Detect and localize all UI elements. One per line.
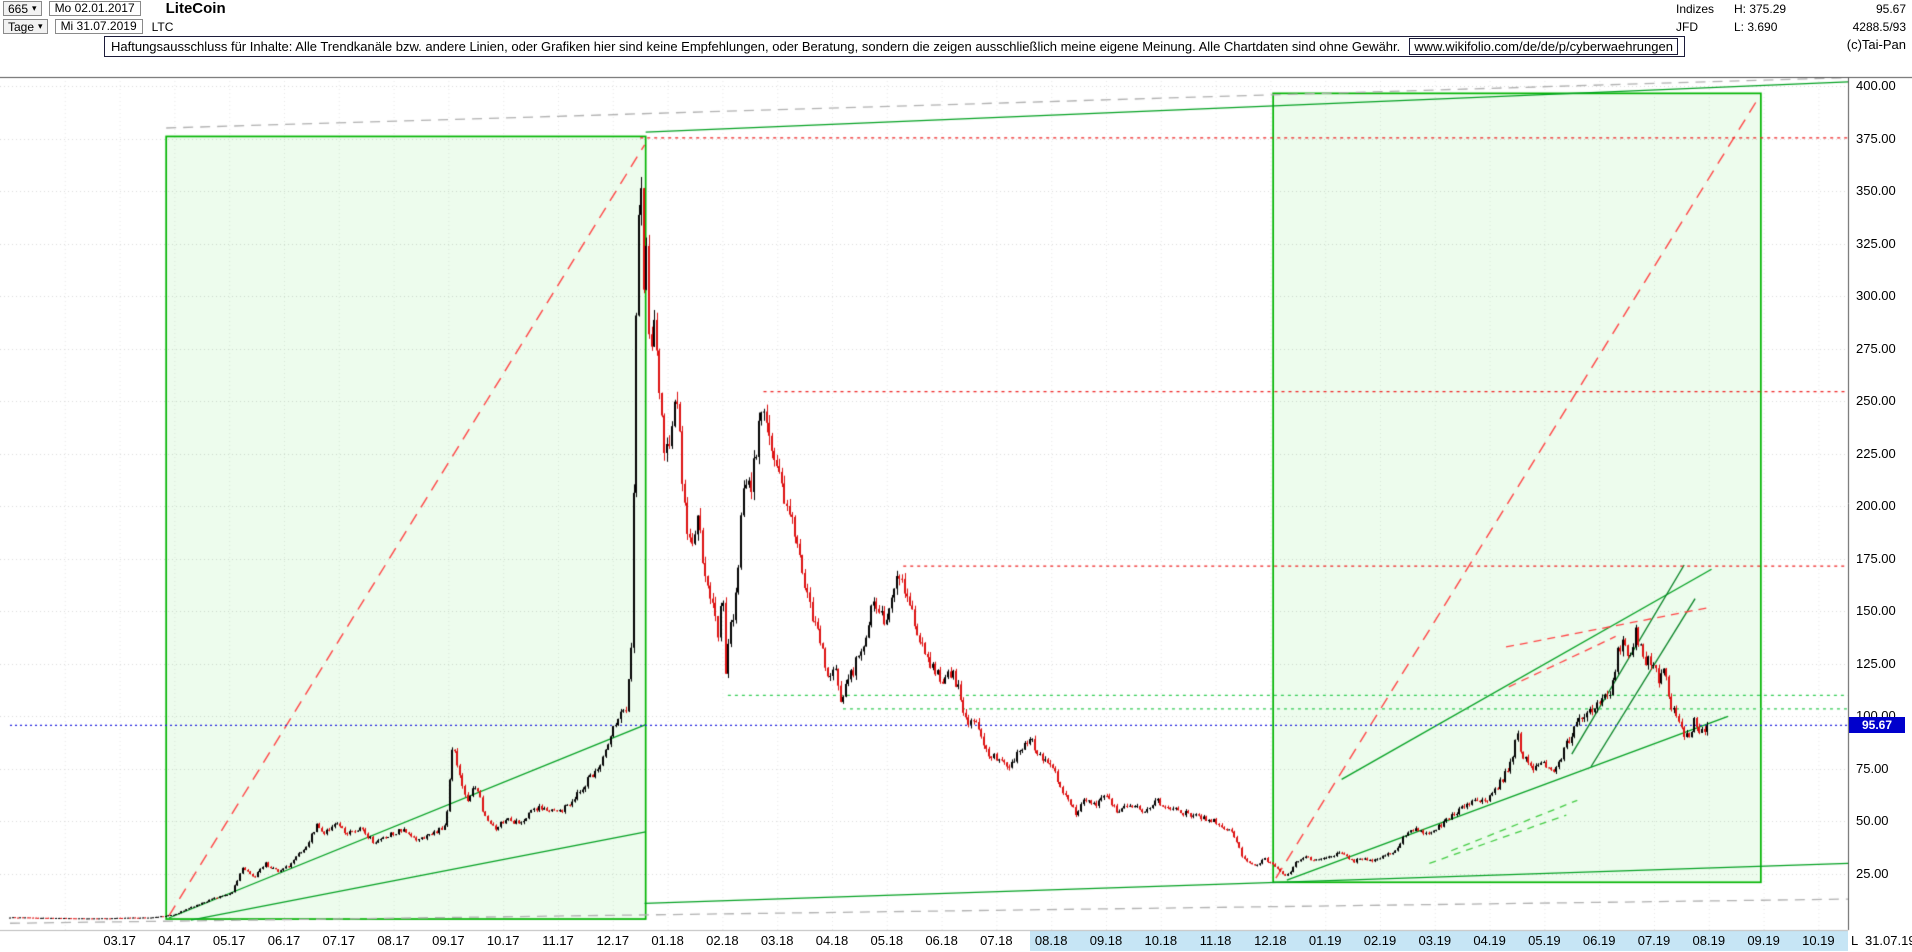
time-tick-label: 09.18 <box>1089 933 1123 948</box>
last-date-label: L 31.07.19 <box>1851 933 1912 948</box>
time-tick-label: 05.18 <box>870 933 904 948</box>
price-tick-label: 75.00 <box>1856 760 1889 776</box>
disclaimer-box: Haftungsausschluss für Inhalte: Alle Tre… <box>104 36 1685 57</box>
price-tick-label: 150.00 <box>1856 603 1896 619</box>
chevron-down-icon: ▾ <box>32 3 37 13</box>
price-tick-label: 400.00 <box>1856 78 1896 93</box>
time-tick-label: 01.18 <box>651 933 684 948</box>
time-tick-label: 11.18 <box>1199 933 1232 948</box>
price-tick-label: 350.00 <box>1856 183 1896 199</box>
instrument-name: LiteCoin <box>165 0 226 17</box>
price-tick-label: 250.00 <box>1856 393 1896 409</box>
price-tick-label: 50.00 <box>1856 813 1889 829</box>
candlestick-chart-canvas[interactable] <box>0 60 1912 952</box>
time-tick-label: 09.17 <box>432 933 465 948</box>
price-tick-label: 300.00 <box>1856 288 1896 304</box>
time-tick-label: 08.17 <box>377 933 410 948</box>
wikifolio-link[interactable]: www.wikifolio.com/de/de/p/cyberwaehrunge… <box>1409 38 1678 55</box>
time-tick-label: 07.18 <box>980 933 1013 948</box>
bars-count-value: 665 <box>8 1 29 16</box>
price-tick-label: 325.00 <box>1856 235 1896 251</box>
time-axis: 03.17 04.17 05.17 06.17 07.17 08.17 09.17 10.17… <box>0 932 1912 950</box>
time-tick-label: 09.19 <box>1747 933 1780 948</box>
extra-readout: 4288.5/93 <box>1852 19 1906 34</box>
disclaimer-text: Haftungsausschluss für Inhalte: Alle Tre… <box>111 39 1401 54</box>
chart-area: 400.00 375.00 350.00 325.00 300.00 275.00 250.… <box>0 60 1912 952</box>
period-dropdown[interactable]: Tage ▾ <box>3 19 48 34</box>
bars-count-dropdown[interactable]: 665 ▾ <box>3 1 42 16</box>
time-tick-label: 07.19 <box>1637 933 1671 948</box>
price-tick-label: 125.00 <box>1856 655 1896 671</box>
start-date-field[interactable]: Mo 02.01.2017 <box>48 1 141 16</box>
disclaimer-row: Haftungsausschluss für Inhalte: Alle Tre… <box>0 34 1912 60</box>
high-readout: H: 375.29 <box>1734 1 1787 16</box>
price-tick-label: 375.00 <box>1856 130 1896 146</box>
time-tick-label: 07.17 <box>322 933 356 948</box>
last-price-badge: 95.67 <box>1849 717 1905 734</box>
last-price-readout: 95.67 <box>1875 1 1906 16</box>
time-tick-label: 02.18 <box>706 933 739 948</box>
time-tick-label: 08.18 <box>1034 933 1068 948</box>
time-tick-label: 01.19 <box>1308 933 1342 948</box>
time-tick-label: 03.19 <box>1418 933 1452 948</box>
end-date-field[interactable]: Mi 31.07.2019 <box>54 19 143 34</box>
copyright-label: (c)Tai-Pan <box>1846 37 1906 52</box>
time-tick-label: 12.17 <box>596 933 630 948</box>
low-readout: L: 3.690 <box>1734 19 1778 34</box>
instrument-symbol: LTC <box>151 19 174 34</box>
time-tick-label: 05.17 <box>212 933 246 948</box>
time-tick-label: 06.18 <box>925 933 958 948</box>
feed-label: JFD <box>1676 19 1698 34</box>
time-tick-label: 02.19 <box>1363 933 1397 948</box>
price-tick-label: 175.00 <box>1856 550 1896 566</box>
time-tick-label: 04.17 <box>158 933 191 948</box>
price-tick-label: 25.00 <box>1856 865 1889 881</box>
time-tick-label: 06.17 <box>267 933 301 948</box>
time-tick-label: 03.17 <box>103 933 136 948</box>
time-tick-label: 05.19 <box>1528 933 1561 948</box>
time-tick-label: 04.19 <box>1473 933 1506 948</box>
time-tick-label: 08.19 <box>1692 933 1726 948</box>
category-label: Indizes <box>1676 1 1715 16</box>
time-tick-label: 11.17 <box>542 933 574 948</box>
price-tick-label: 275.00 <box>1856 340 1896 356</box>
time-tick-label: 10.19 <box>1802 933 1835 948</box>
price-tick-label: 200.00 <box>1856 498 1896 514</box>
period-value: Tage <box>8 19 35 34</box>
price-tick-label: 225.00 <box>1856 445 1896 461</box>
time-tick-label: 12.18 <box>1254 933 1287 948</box>
time-tick-label: 10.18 <box>1144 933 1178 948</box>
time-tick-label: 04.18 <box>815 933 849 948</box>
chevron-down-icon: ▾ <box>38 21 43 31</box>
time-tick-label: 06.19 <box>1582 933 1616 948</box>
time-tick-label: 03.18 <box>760 933 794 948</box>
time-tick-label: 10.17 <box>486 933 520 948</box>
